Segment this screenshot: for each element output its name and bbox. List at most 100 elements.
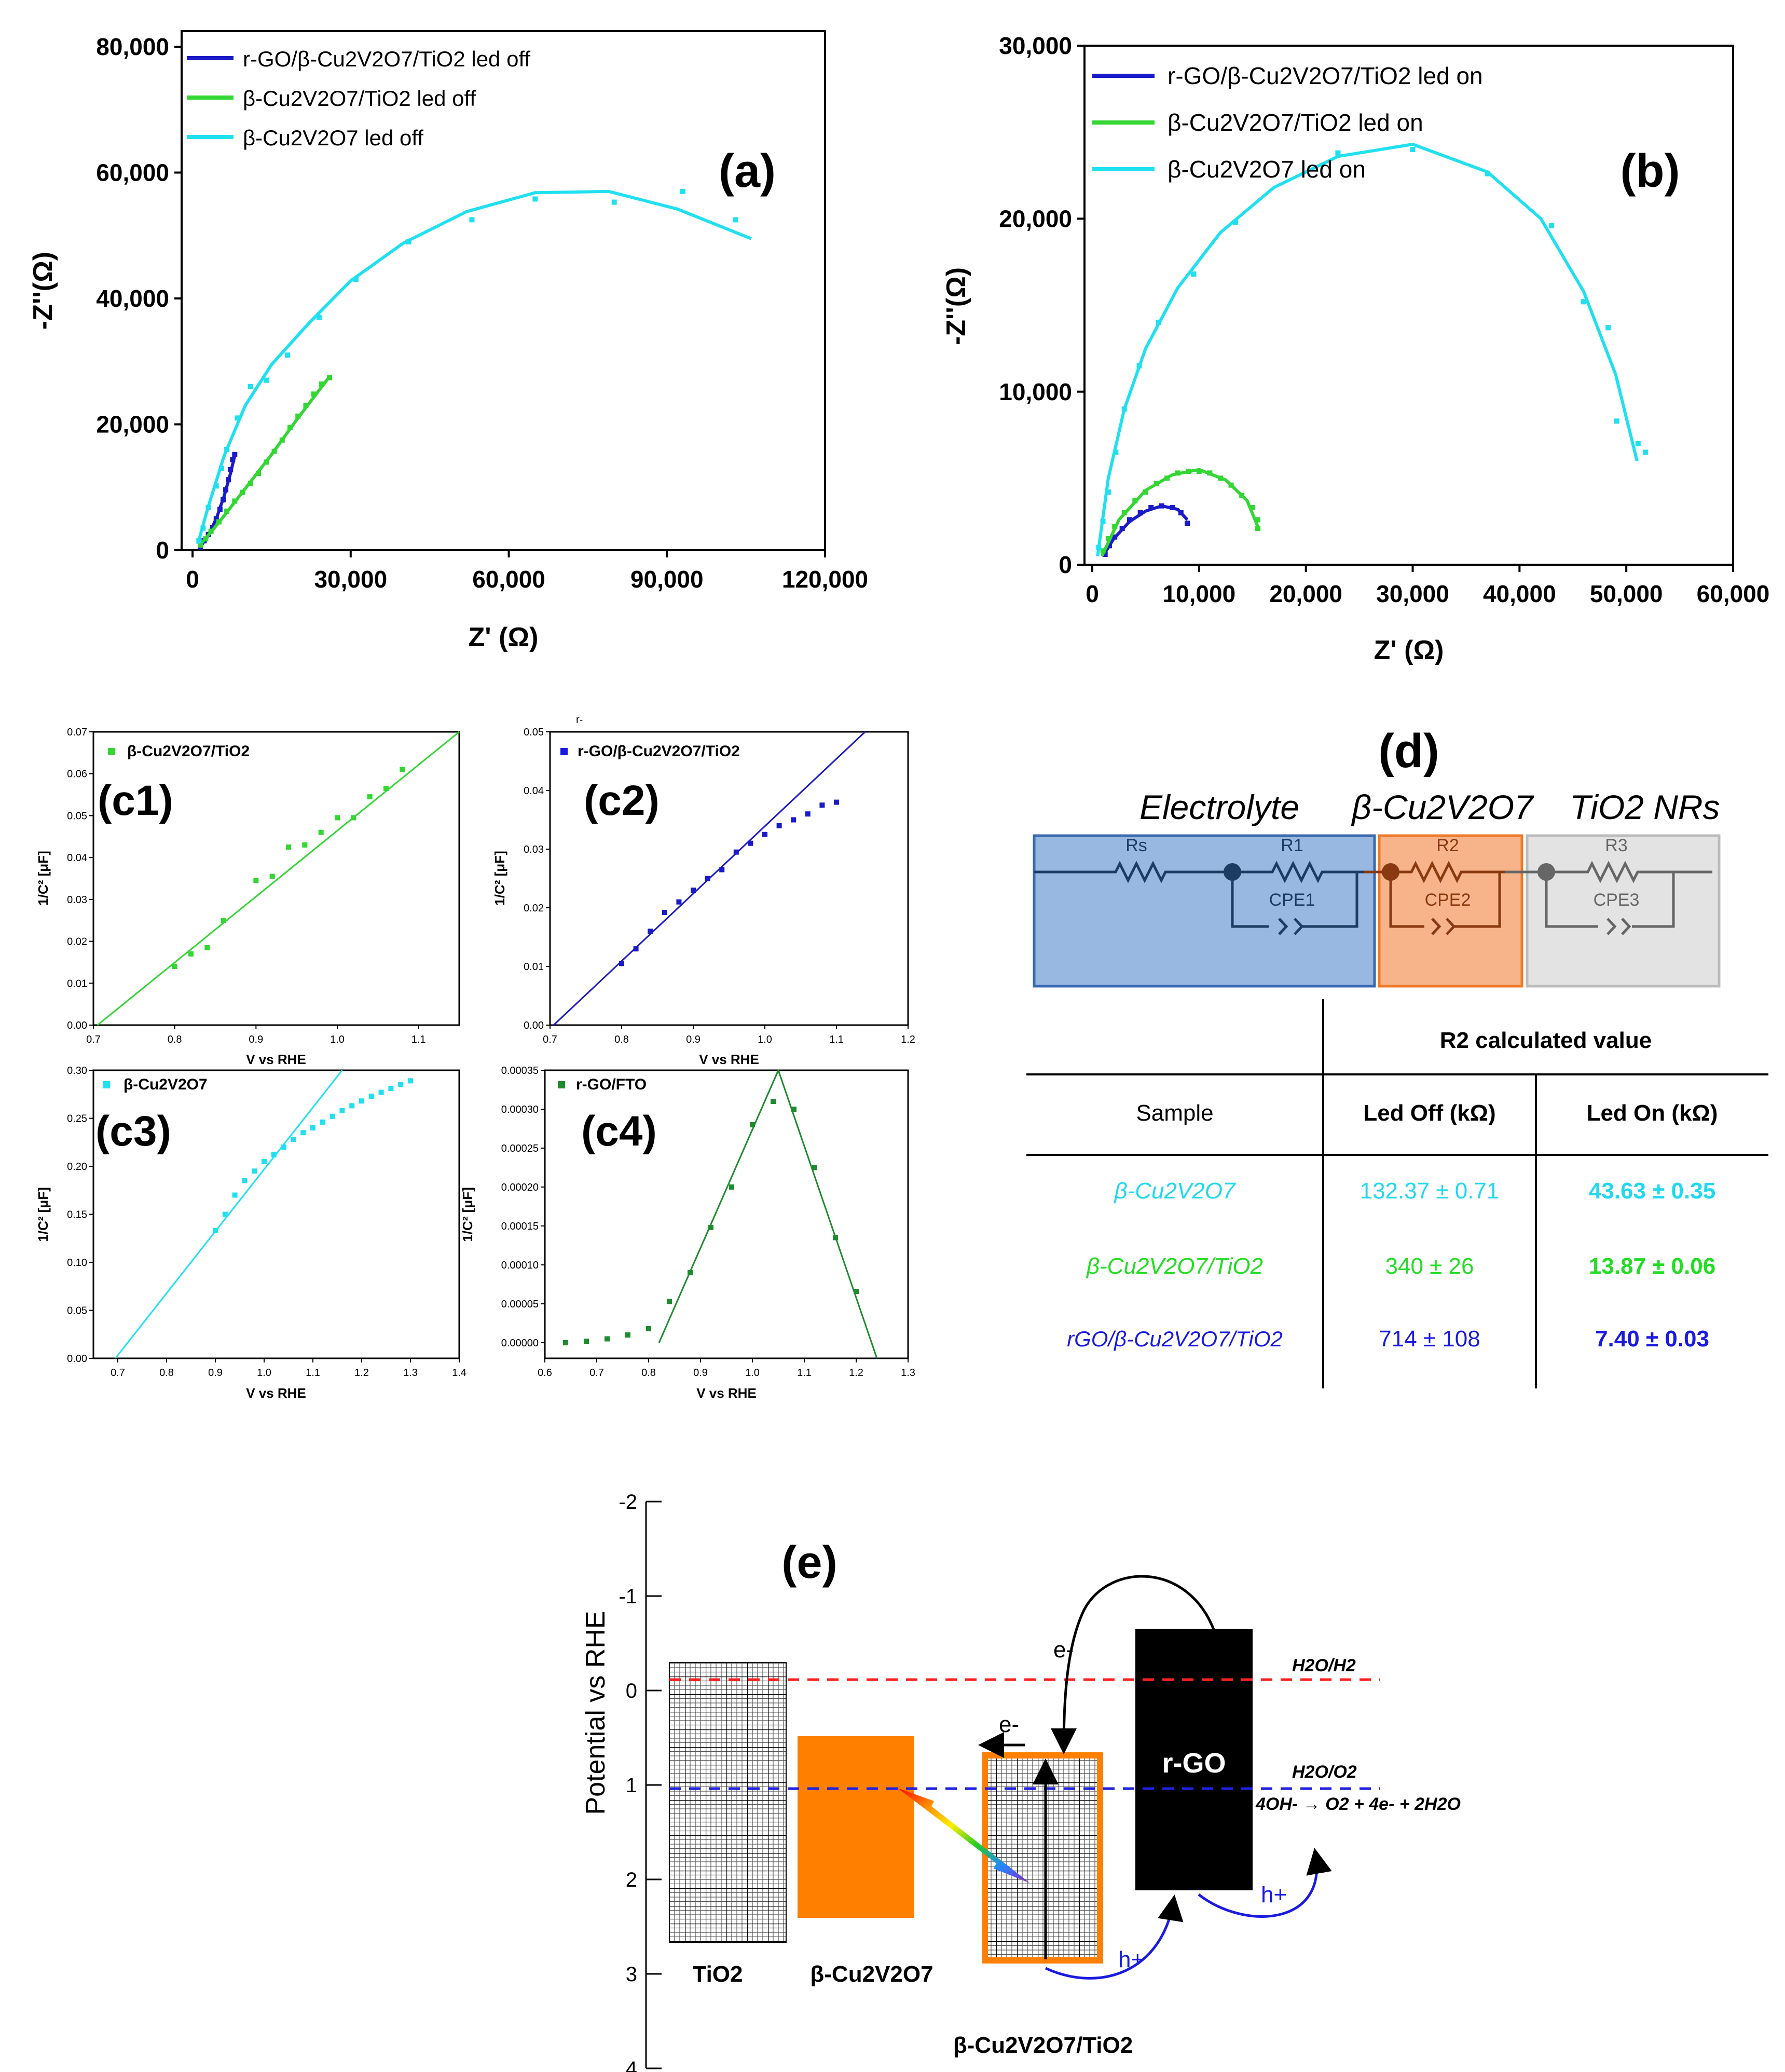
plot-a-series-2-point (406, 239, 411, 244)
plot-b-series-0-point (1127, 517, 1133, 523)
plot-c4-xtick-label: 1.1 (797, 1367, 812, 1379)
plot-c1-series-point (269, 874, 275, 879)
plot-c4-series-point (812, 1165, 817, 1170)
plot-c2-xtick-label: 1.1 (829, 1034, 844, 1045)
plot-c4-xtick-label: 1.3 (901, 1367, 915, 1379)
plot-a-series-2-point (680, 188, 685, 194)
plot-c3-ytick-label: 0.05 (67, 1305, 87, 1317)
plot-c2-ytick-label: 0.04 (524, 785, 544, 797)
plot-c2-ticks: 0.7 0.8 0.9 1.0 1.1 1.2 0.00 0.01 0.02 0.03 0.04 0.… (524, 727, 915, 1045)
plot-c1-xtick-label: 0.7 (86, 1034, 101, 1045)
band-axis-tick-label: 0 (626, 1680, 637, 1702)
o2-level-label: H2O/O2 (1292, 1762, 1357, 1782)
plot-c4-xtick-label: 0.8 (641, 1367, 656, 1379)
plot-c2-ytick-label: 0.02 (524, 903, 544, 914)
plot-b-series-2-point (1232, 220, 1238, 225)
plot-a-ytick-label: 80,000 (96, 33, 169, 60)
plot-a-ytick-label: 40,000 (96, 285, 169, 312)
plot-a-series-0-point (230, 457, 236, 462)
plot-c4-series-point (750, 1122, 755, 1127)
plot-c4-xtick-label: 0.6 (538, 1367, 552, 1379)
plot-a-series-1-point (256, 471, 262, 476)
plot-c3-xtick-label: 1.3 (403, 1367, 418, 1379)
plot-b-series-1-point (1255, 517, 1261, 523)
composite-band (982, 1752, 1103, 1964)
circuit-heading-electrolyte: Electrolyte (1139, 788, 1299, 826)
plot-c4-ytick-label: 0.00025 (501, 1143, 539, 1154)
plot-c3-series-point (388, 1086, 394, 1092)
plot-b-series (1096, 143, 1649, 557)
plot-c2-ytick-label: 0.00 (524, 1020, 544, 1031)
table-row-2-off: 714 ± 108 (1379, 1326, 1480, 1352)
plot-b-ytick-label: 30,000 (999, 32, 1072, 59)
plot-b-series-1-point (1100, 548, 1106, 554)
plot-c4-xtick-label: 1.2 (849, 1367, 863, 1379)
plot-c3-series-point (222, 1211, 228, 1217)
plot-b-ytick-label: 20,000 (999, 205, 1072, 232)
plot-a-series-0-point (226, 477, 231, 483)
plot-c1-ytick-label: 0.03 (67, 894, 87, 906)
plot-a-series-2-point (532, 196, 538, 202)
plot-c1: 0.7 0.8 0.9 1.0 1.1 0.00 0.01 0.02 0.03 0.04 0.05 0… (35, 727, 460, 1067)
plot-a-ytick-label: 60,000 (96, 159, 169, 186)
hole-arrow-2 (1198, 1848, 1332, 1918)
plot-a-series-1-point (248, 481, 253, 486)
circuit-heading-cvo: β-Cu2V2O7 (1351, 788, 1534, 826)
plot-a-series-2-point (224, 447, 230, 452)
plot-c2-series-point (834, 799, 839, 805)
band-axis-tick-label: 3 (626, 1963, 637, 1986)
plot-c1-series-point (400, 767, 405, 772)
plot-b-series-0-point (1102, 552, 1108, 557)
plot-a-series-1-point (279, 437, 285, 443)
legend-b: r-GO/β-Cu2V2O7/TiO2 led on β-Cu2V2O7/TiO… (1092, 62, 1483, 183)
plot-c1-xlabel: V vs RHE (246, 1052, 306, 1067)
plot-c1-series-point (351, 815, 356, 821)
plot-c3-series-point (359, 1098, 364, 1104)
plot-a-series-1-point (216, 519, 222, 525)
plot-a-series-0-point (217, 507, 223, 512)
plot-c4-xlabel: V vs RHE (696, 1385, 757, 1401)
plot-b-series-1-point (1207, 470, 1213, 476)
plot-a-series-1-point (303, 403, 309, 408)
band-axis-tick-label: -1 (619, 1585, 637, 1608)
plot-b-series-0-point (1119, 526, 1125, 531)
plot-a-series-1-point (295, 413, 301, 419)
plot-b-series-1-point (1121, 510, 1127, 515)
plot-b-series-1-point (1196, 469, 1202, 474)
table-row-2-on: 7.40 ± 0.03 (1595, 1326, 1709, 1352)
plot-b-series-0-point (1185, 521, 1190, 526)
legend-a: r-GO/β-Cu2V2O7/TiO2 led off β-Cu2V2O7/Ti… (187, 47, 530, 150)
plot-c2-series-point (733, 849, 739, 855)
plot-b-ytick-label: 0 (1059, 551, 1072, 578)
electron-loop-arrow (1051, 1575, 1216, 1754)
plot-b-series-1-point (1143, 489, 1148, 495)
plot-c4-series-point (688, 1270, 693, 1275)
plot-c3-series-point (310, 1125, 315, 1130)
band-axis-tick-label: -2 (619, 1491, 637, 1514)
plot-c3-ticks: 0.7 0.8 0.9 1.0 1.1 1.2 1.3 1.4 0.00 0.05 0.10 0.15… (67, 1065, 466, 1379)
light-lightning-icon (898, 1788, 1030, 1883)
plot-a-series-0-point (220, 497, 226, 502)
plot-b-series-1-point (1218, 475, 1223, 481)
plot-a-series-2-point (611, 199, 617, 205)
plot-c4-ytick-label: 0.00005 (501, 1299, 539, 1310)
circuit-r1: R1 (1281, 836, 1303, 855)
plot-c3-ytick-label: 0.10 (67, 1257, 87, 1269)
hole-label-2: h+ (1261, 1882, 1287, 1907)
plot-a: 0 30,000 60,000 90,000 120,000 0 20,000 40,000 6… (28, 30, 868, 652)
plot-c3-ytick-label: 0.15 (67, 1209, 87, 1221)
legend-a-item-2: β-Cu2V2O7 led off (243, 126, 423, 150)
legend-b-item-2: β-Cu2V2O7 led on (1168, 156, 1366, 183)
plot-c4-series-point (708, 1225, 713, 1230)
plot-c1-series-point (383, 785, 389, 791)
panel-label-d: (d) (1378, 725, 1439, 778)
panel-label-a: (a) (719, 145, 776, 197)
plot-c2-series (553, 731, 866, 1026)
legend-b-item-1: β-Cu2V2O7/TiO2 led on (1168, 109, 1423, 136)
plot-c3-series-point (252, 1168, 257, 1174)
plot-c3-xtick-label: 0.9 (208, 1367, 223, 1379)
r2-table: R2 calculated value Sample Led Off (kΩ) … (1026, 999, 1768, 1391)
plot-a-series-1-point (311, 391, 317, 397)
plot-b-series-2-point (1581, 299, 1586, 305)
plot-c4-ytick-label: 0.00015 (501, 1221, 539, 1232)
